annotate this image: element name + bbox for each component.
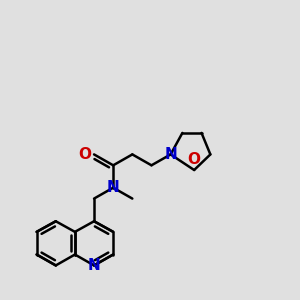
Text: N: N bbox=[164, 147, 177, 162]
Text: N: N bbox=[107, 180, 120, 195]
Text: O: O bbox=[188, 152, 201, 167]
Text: O: O bbox=[78, 147, 91, 162]
Text: N: N bbox=[88, 258, 100, 273]
